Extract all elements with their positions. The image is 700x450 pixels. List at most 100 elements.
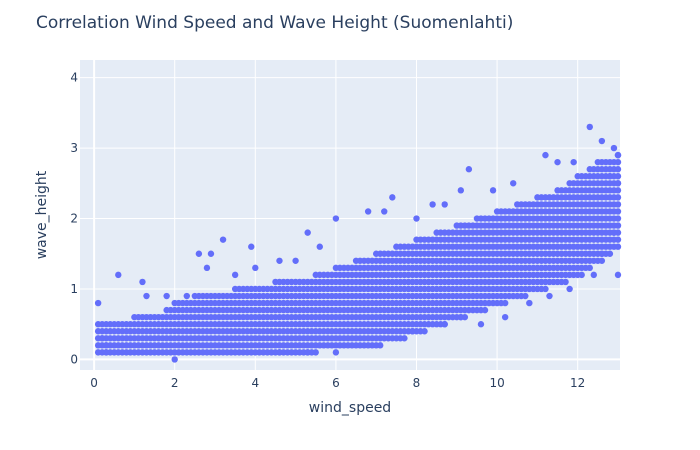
data-point — [614, 173, 622, 180]
data-point — [115, 271, 122, 279]
data-point — [510, 180, 517, 187]
data-point — [377, 342, 384, 349]
x-axis-ticks: 0 2 4 6 8 10 12 — [90, 376, 585, 390]
data-point — [598, 250, 606, 257]
data-point — [562, 278, 569, 286]
data-point — [98, 335, 106, 342]
data-point — [332, 349, 340, 356]
data-point — [219, 236, 227, 243]
data-point — [441, 321, 448, 328]
data-point — [614, 180, 622, 187]
x-tick-label: 6 — [332, 376, 340, 390]
data-point — [312, 349, 319, 356]
data-point — [610, 144, 618, 152]
y-axis-title: wave_height — [34, 170, 50, 259]
data-point — [457, 313, 465, 321]
data-point — [171, 356, 178, 363]
data-point — [489, 187, 497, 194]
data-point — [195, 250, 203, 257]
data-point — [276, 257, 283, 264]
data-point — [465, 166, 473, 173]
data-point — [542, 285, 549, 293]
data-point — [231, 271, 239, 279]
data-point — [389, 194, 396, 201]
y-tick-label: 3 — [70, 141, 78, 155]
data-point — [501, 313, 509, 321]
data-point — [143, 292, 150, 300]
data-point — [614, 215, 622, 222]
y-tick-label: 4 — [70, 71, 78, 85]
data-point — [381, 208, 388, 215]
data-point — [610, 229, 618, 236]
data-point — [614, 243, 622, 250]
data-point — [102, 342, 110, 349]
data-point — [316, 243, 323, 250]
data-point — [139, 278, 146, 286]
data-point — [252, 264, 259, 272]
data-point — [614, 236, 622, 243]
data-point — [598, 137, 606, 145]
data-point — [614, 166, 622, 173]
x-tick-label: 8 — [413, 376, 421, 390]
data-point — [598, 257, 606, 264]
data-point — [614, 271, 622, 279]
data-point — [586, 264, 593, 272]
chart-title: Correlation Wind Speed and Wave Height (… — [36, 13, 514, 33]
data-point — [542, 151, 549, 159]
data-point — [578, 201, 585, 208]
y-tick-label: 0 — [70, 352, 78, 366]
data-point — [429, 201, 436, 208]
data-point — [522, 292, 529, 300]
x-tick-label: 2 — [171, 376, 179, 390]
data-point — [304, 349, 311, 356]
data-point — [409, 328, 416, 335]
data-point — [546, 292, 553, 300]
x-tick-label: 12 — [570, 376, 585, 390]
data-point — [586, 123, 593, 131]
data-point — [207, 250, 215, 257]
data-point — [614, 151, 622, 159]
data-point — [401, 335, 408, 342]
y-axis-ticks: 0 1 2 3 4 — [70, 71, 78, 367]
data-point — [163, 292, 170, 300]
data-point — [614, 158, 622, 166]
y-tick-label: 2 — [70, 212, 78, 226]
data-point — [501, 299, 509, 307]
data-point — [441, 201, 448, 208]
y-tick-label: 1 — [70, 282, 78, 296]
data-point — [614, 208, 622, 215]
data-point — [364, 208, 372, 215]
data-point — [292, 257, 299, 264]
data-point — [614, 187, 622, 194]
data-point — [421, 328, 428, 335]
data-point — [94, 299, 102, 307]
data-point — [526, 299, 533, 307]
data-point — [457, 187, 465, 194]
data-point — [413, 215, 420, 222]
x-axis-title: wind_speed — [309, 400, 391, 416]
data-point — [477, 321, 485, 328]
data-point — [606, 250, 614, 257]
data-point — [102, 349, 110, 356]
data-point — [570, 158, 577, 166]
data-points — [94, 123, 622, 363]
x-tick-label: 0 — [90, 376, 98, 390]
data-point — [276, 349, 283, 356]
data-point — [578, 271, 585, 279]
x-tick-label: 10 — [489, 376, 504, 390]
data-point — [614, 201, 622, 208]
x-tick-label: 4 — [251, 376, 259, 390]
data-point — [606, 173, 614, 180]
data-point — [614, 194, 622, 201]
data-point — [554, 158, 561, 166]
data-point — [566, 285, 573, 293]
data-point — [614, 222, 622, 229]
data-point — [332, 215, 340, 222]
data-point — [183, 292, 190, 300]
data-point — [481, 306, 489, 314]
data-point — [590, 271, 598, 279]
data-point — [203, 264, 211, 272]
data-point — [248, 243, 255, 250]
data-point — [304, 229, 311, 236]
